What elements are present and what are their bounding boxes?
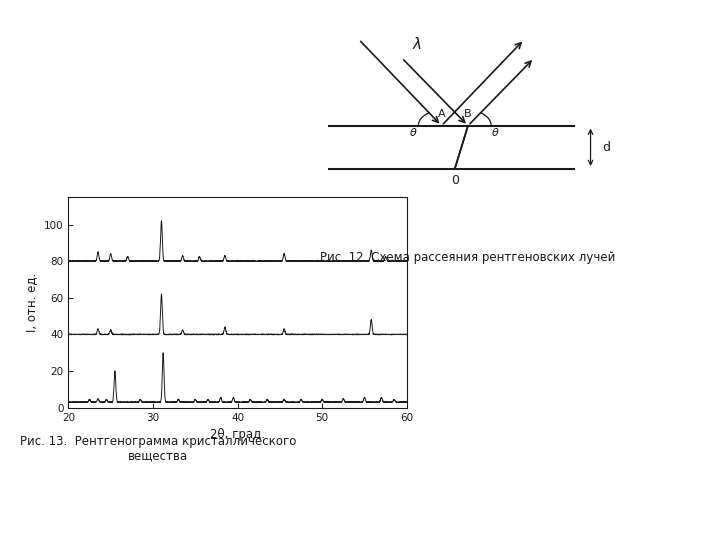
Text: $\theta$: $\theta$ bbox=[409, 126, 418, 138]
Text: B: B bbox=[464, 109, 472, 119]
X-axis label: 2θ, град.: 2θ, град. bbox=[210, 428, 265, 441]
Text: d: d bbox=[602, 141, 610, 154]
Text: Рис. 13.  Рентгенограмма кристаллического
вещества: Рис. 13. Рентгенограмма кристаллического… bbox=[20, 435, 297, 463]
Text: $\theta$: $\theta$ bbox=[491, 126, 500, 138]
Text: Рис. 12. Схема рассеяния рентгеновских лучей: Рис. 12. Схема рассеяния рентгеновских л… bbox=[320, 251, 616, 264]
Text: A: A bbox=[438, 109, 445, 119]
Y-axis label: I, отн. ед.: I, отн. ед. bbox=[25, 273, 38, 332]
Text: $\lambda$: $\lambda$ bbox=[412, 36, 422, 52]
Text: 0: 0 bbox=[451, 174, 459, 187]
